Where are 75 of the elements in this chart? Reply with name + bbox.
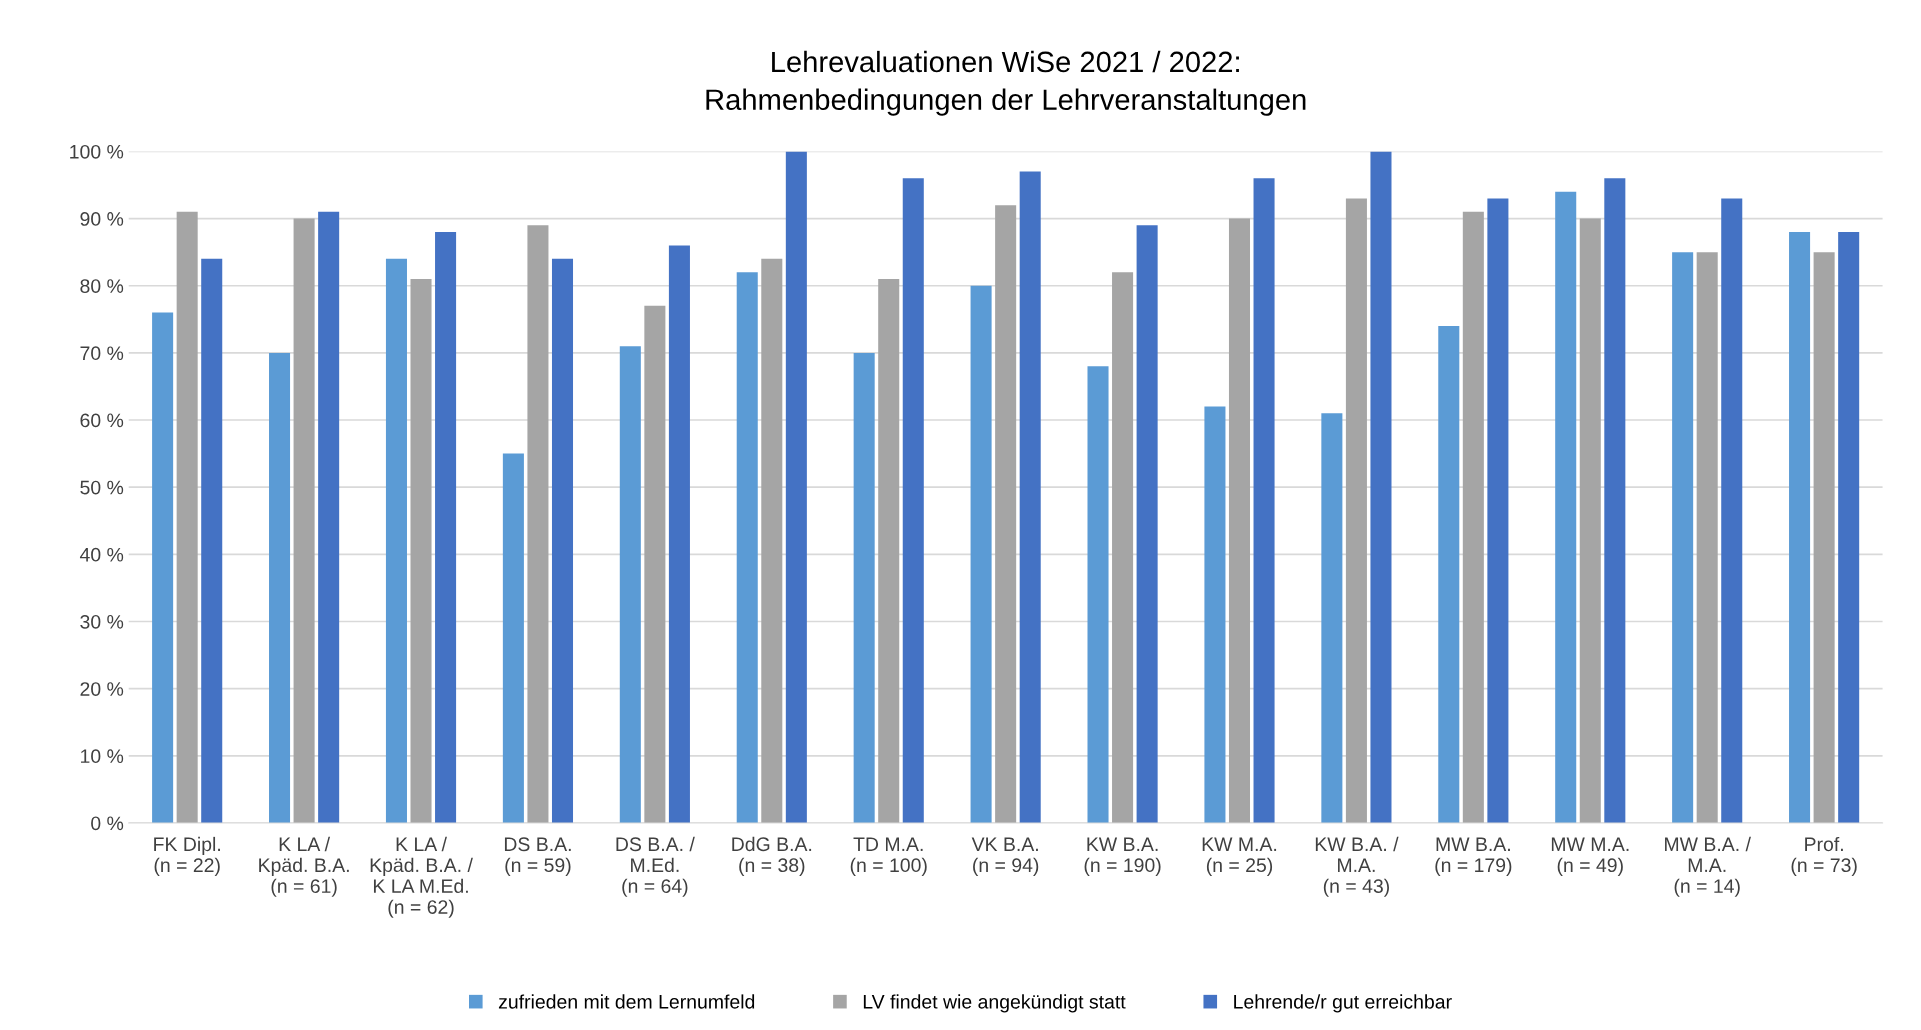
x-tick-label: MW M.A. (n = 49): [1551, 837, 1629, 876]
bar: [1813, 252, 1835, 823]
bar: [1019, 171, 1041, 823]
bar: [1579, 218, 1601, 823]
x-tick-label: TD M.A. (n = 100): [850, 837, 927, 876]
x-tick-label: K LA / Kpäd. B.A. (n = 61): [259, 836, 349, 897]
bar: [435, 232, 457, 823]
y-tick-label: 0 %: [91, 816, 124, 831]
bar: [1487, 198, 1509, 823]
y-tick-label: 50 %: [80, 480, 124, 495]
bar: [152, 312, 174, 823]
x-tick-label: DS B.A. (n = 59): [504, 837, 571, 876]
x-tick-label: DS B.A. / M.Ed. (n = 64): [616, 836, 695, 897]
x-tick-label: VK B.A. (n = 94): [971, 837, 1039, 876]
x-tick-label: Prof. (n = 73): [1791, 836, 1857, 876]
bar: [1228, 218, 1251, 823]
chart-title: Lehrevaluationen WiSe 2021 / 2022: Rahmenbedingungen der Lehrveranstaltungen: [706, 50, 1306, 116]
x-tick-label: KW B.A. / M.A. (n = 43): [1315, 836, 1399, 897]
bar: [761, 258, 783, 823]
bar: [878, 279, 900, 823]
bar: [1604, 178, 1626, 823]
bar: [318, 211, 340, 823]
bar: [201, 258, 223, 823]
x-tick-label: DdG B.A. (n = 38): [732, 836, 812, 876]
y-tick-label: 30 %: [80, 614, 124, 629]
bar: [736, 272, 758, 823]
legend-label: LV findet wie angekündigt statt: [863, 994, 1126, 1013]
bar: [385, 258, 407, 823]
bar: [785, 151, 807, 823]
bar: [1321, 413, 1343, 823]
bar: [1462, 211, 1484, 823]
legend-label: zufrieden mit dem Lernumfeld: [498, 994, 755, 1009]
bar: [1370, 151, 1392, 823]
bar: [1087, 366, 1109, 823]
bar: [1789, 232, 1811, 823]
bar: [970, 285, 992, 823]
bar: [269, 352, 291, 823]
bar: [527, 225, 549, 823]
x-tick-label: K LA / Kpäd. B.A. / K LA M.Ed. (n = 62): [370, 836, 473, 918]
bar: [1838, 232, 1860, 823]
bar: [1204, 406, 1226, 823]
y-tick-label: 100 %: [70, 144, 124, 159]
y-tick-label: 70 %: [80, 346, 124, 361]
y-tick-label: 10 %: [81, 749, 124, 764]
bar: [1253, 178, 1275, 823]
bar: [1112, 272, 1134, 823]
y-tick-label: 20 %: [80, 682, 124, 696]
x-tick-label: MW B.A. (n = 179): [1435, 837, 1512, 876]
bar: [1438, 326, 1460, 823]
y-tick-label: 60 %: [80, 413, 124, 428]
y-tick-label: 40 %: [79, 547, 124, 562]
bar: [995, 205, 1017, 823]
bar: [1136, 225, 1158, 823]
bar: [176, 211, 198, 823]
bar: [668, 245, 690, 823]
bar: [502, 453, 524, 823]
y-tick-label: 90 %: [80, 212, 124, 226]
bar: [1555, 191, 1577, 823]
bar: [551, 258, 574, 823]
bar: [619, 346, 641, 823]
bar: [1345, 198, 1367, 823]
bar: [1672, 252, 1694, 823]
x-tick-label: FK Dipl. (n = 22): [154, 836, 220, 876]
bar: [1696, 252, 1718, 823]
bar: [853, 352, 875, 823]
bar: [293, 218, 315, 823]
bar: [644, 305, 666, 823]
bar: [902, 178, 924, 823]
legend-label: Lehrende/r gut erreichbar: [1234, 994, 1452, 1013]
y-tick-label: 80 %: [80, 279, 124, 293]
x-tick-label: KW M.A. (n = 25): [1202, 837, 1277, 876]
bar: [1721, 198, 1743, 823]
x-tick-label: MW B.A. / M.A. (n = 14): [1665, 836, 1751, 897]
x-tick-label: KW B.A. (n = 190): [1084, 837, 1161, 876]
bar: [410, 279, 432, 823]
